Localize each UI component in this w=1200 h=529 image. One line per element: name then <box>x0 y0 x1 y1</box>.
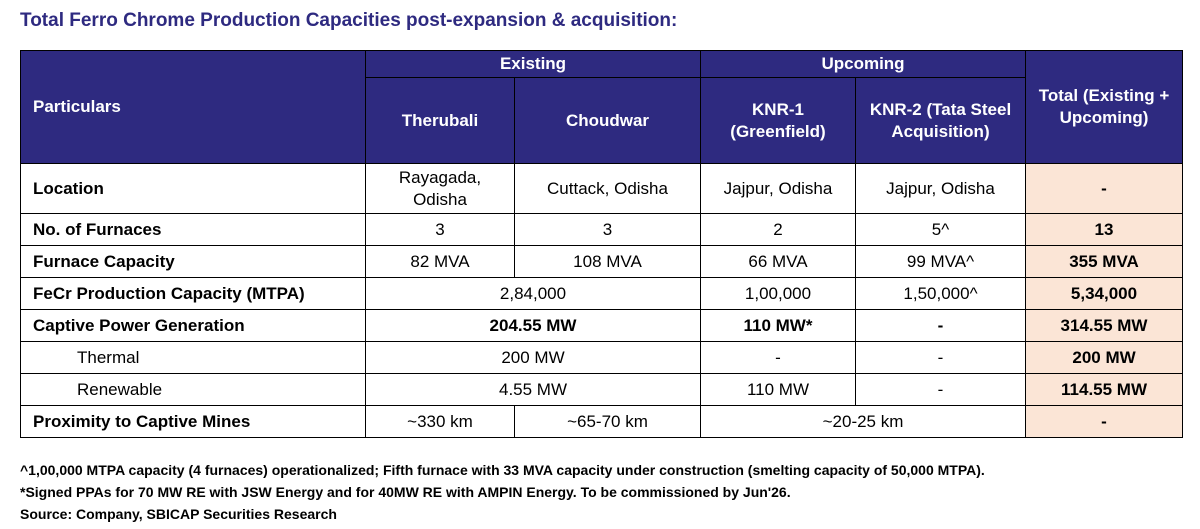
footnote-source: Source: Company, SBICAP Securities Resea… <box>20 506 337 522</box>
row-label-power: Captive Power Generation <box>20 309 366 342</box>
footnote-asterisk: *Signed PPAs for 70 MW RE with JSW Energ… <box>20 484 791 500</box>
table-row: Thermal 200 MW - - 200 MW <box>20 341 1184 374</box>
cell-existing-renewable: 4.55 MW <box>365 373 701 406</box>
table-row: No. of Furnaces 3 3 2 5^ 13 <box>20 213 1184 246</box>
header-upcoming: Upcoming <box>699 50 1027 78</box>
cell-total-furnaces: 13 <box>1025 213 1184 246</box>
cell-total-capacity: 355 MVA <box>1025 245 1184 278</box>
table-row: Renewable 4.55 MW 110 MW - 114.55 MW <box>20 373 1184 406</box>
cell-knr2-thermal: - <box>854 341 1027 374</box>
cell-therubali-furnaces: 3 <box>365 213 515 246</box>
row-label-capacity: Furnace Capacity <box>20 245 366 278</box>
cell-existing-power: 204.55 MW <box>365 309 701 342</box>
row-label-mines: Proximity to Captive Mines <box>20 405 366 438</box>
cell-choudwar-furnaces: 3 <box>514 213 701 246</box>
cell-knr1-fecr: 1,00,000 <box>700 277 856 310</box>
row-label-renewable: Renewable <box>20 373 366 406</box>
cell-knr1-location: Jajpur, Odisha <box>700 163 856 214</box>
header-total: Total (Existing + Upcoming) <box>1025 50 1184 164</box>
header-knr1: KNR-1 (Greenfield) <box>700 77 856 164</box>
row-label-furnaces: No. of Furnaces <box>20 213 366 246</box>
cell-knr2-furnaces: 5^ <box>854 213 1027 246</box>
footnotes: ^1,00,000 MTPA capacity (4 furnaces) ope… <box>20 459 985 525</box>
cell-therubali-mines: ~330 km <box>365 405 515 438</box>
cell-knr1-renewable: 110 MW <box>700 373 856 406</box>
cell-therubali-capacity: 82 MVA <box>365 245 515 278</box>
cell-choudwar-location: Cuttack, Odisha <box>514 163 701 214</box>
cell-upcoming-mines: ~20-25 km <box>699 405 1027 438</box>
cell-knr1-power: 110 MW* <box>700 309 856 342</box>
cell-choudwar-capacity: 108 MVA <box>514 245 701 278</box>
cell-knr2-fecr: 1,50,000^ <box>854 277 1027 310</box>
table-row: Furnace Capacity 82 MVA 108 MVA 66 MVA 9… <box>20 245 1184 278</box>
cell-knr1-thermal: - <box>700 341 856 374</box>
cell-total-thermal: 200 MW <box>1025 341 1184 374</box>
cell-knr2-location: Jajpur, Odisha <box>854 163 1027 214</box>
cell-existing-fecr: 2,84,000 <box>365 277 701 310</box>
header-therubali: Therubali <box>365 77 515 164</box>
row-label-location: Location <box>20 163 366 214</box>
header-choudwar: Choudwar <box>514 77 701 164</box>
header-particulars: Particulars <box>20 50 366 164</box>
cell-total-mines: - <box>1025 405 1184 438</box>
cell-knr2-renewable: - <box>854 373 1027 406</box>
row-label-fecr: FeCr Production Capacity (MTPA) <box>20 277 366 310</box>
cell-knr2-capacity: 99 MVA^ <box>854 245 1027 278</box>
table-row: Location Rayagada, Odisha Cuttack, Odish… <box>20 163 1184 214</box>
cell-knr1-furnaces: 2 <box>700 213 856 246</box>
cell-knr1-capacity: 66 MVA <box>700 245 856 278</box>
cell-existing-thermal: 200 MW <box>365 341 701 374</box>
cell-knr2-power: - <box>854 309 1027 342</box>
row-label-thermal: Thermal <box>20 341 366 374</box>
table-row: Captive Power Generation 204.55 MW 110 M… <box>20 309 1184 342</box>
cell-total-renewable: 114.55 MW <box>1025 373 1184 406</box>
footnote-caret: ^1,00,000 MTPA capacity (4 furnaces) ope… <box>20 462 985 478</box>
capacity-table: Particulars Existing Upcoming Total (Exi… <box>20 50 1184 438</box>
cell-therubali-location: Rayagada, Odisha <box>365 163 515 214</box>
table-row: Proximity to Captive Mines ~330 km ~65-7… <box>20 405 1184 438</box>
header-knr2: KNR-2 (Tata Steel Acquisition) <box>854 77 1027 164</box>
cell-total-power: 314.55 MW <box>1025 309 1184 342</box>
header-existing: Existing <box>365 50 701 78</box>
cell-choudwar-mines: ~65-70 km <box>514 405 701 438</box>
cell-total-location: - <box>1025 163 1184 214</box>
page-title: Total Ferro Chrome Production Capacities… <box>20 10 678 31</box>
table-row: FeCr Production Capacity (MTPA) 2,84,000… <box>20 277 1184 310</box>
cell-total-fecr: 5,34,000 <box>1025 277 1184 310</box>
